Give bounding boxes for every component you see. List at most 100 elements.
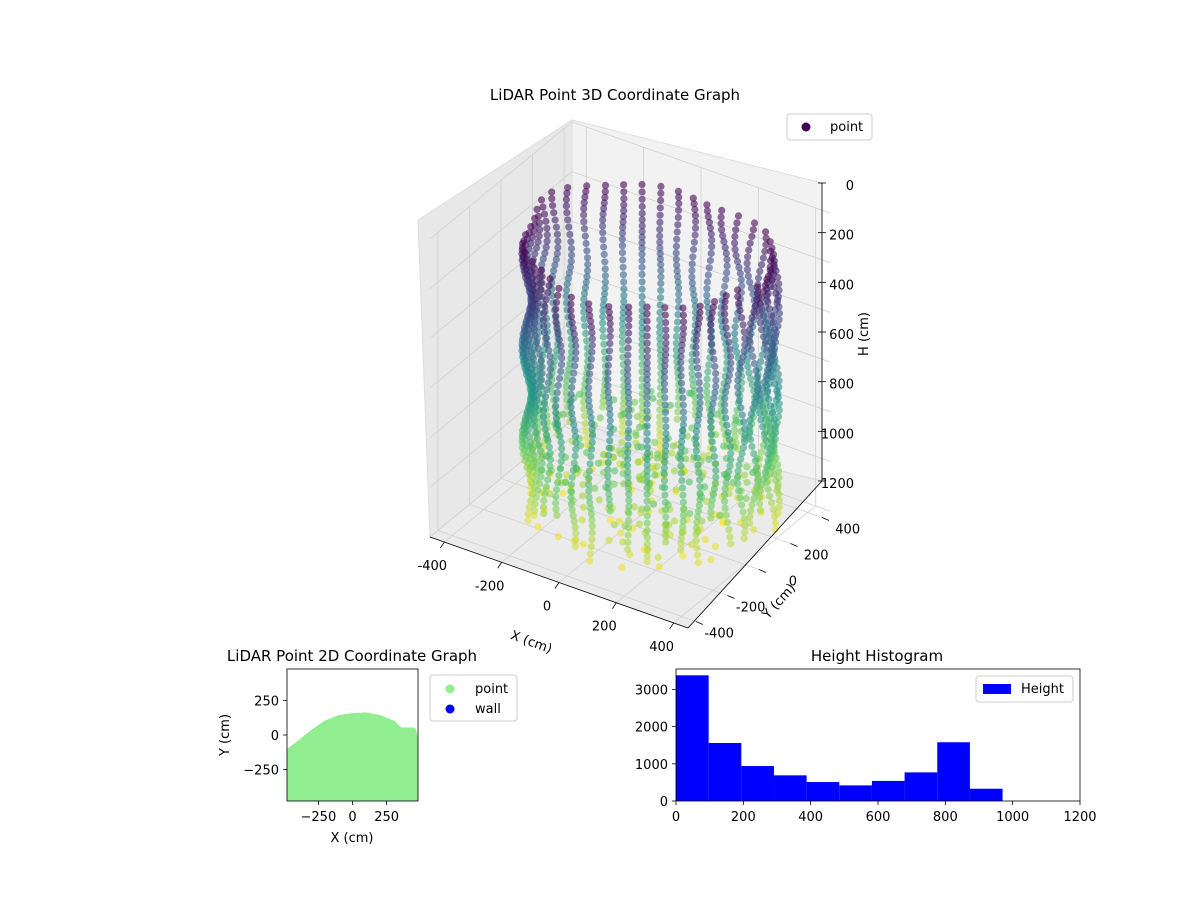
plot2d-legend: point wall (429, 674, 518, 722)
plot3d-point (638, 353, 646, 362)
plot3d-point (689, 194, 697, 202)
plot3d-point (586, 460, 594, 468)
plot3d-point (599, 222, 607, 230)
plot3d-point (752, 392, 760, 400)
plot3d-point (638, 293, 646, 301)
plot3d-point (620, 278, 628, 286)
plot3d-point (721, 304, 729, 312)
plot3d-point (618, 563, 626, 571)
plot3d-point (536, 383, 544, 391)
plot3d-point (643, 381, 651, 389)
plot3d-point (704, 368, 712, 376)
plot3d-point (662, 520, 670, 528)
plot3d-point (540, 309, 548, 317)
plot3d-point (638, 278, 646, 286)
plot3d-point (552, 395, 560, 404)
plot3d-point (674, 408, 682, 416)
plot2d-legend-marker-point (445, 684, 455, 694)
plot3d-point (580, 540, 588, 548)
plot3d-point (601, 290, 609, 298)
plot3d-point (605, 347, 614, 355)
plot3d-point (581, 232, 589, 240)
histogram-x-tick-label: 400 (798, 810, 823, 825)
plot3d-point (708, 341, 716, 349)
plot3d-point (677, 347, 686, 355)
plot3d-point (670, 467, 679, 475)
plot3d-point (532, 403, 540, 411)
plot3d-point (732, 416, 740, 425)
plot3d-point (563, 189, 571, 197)
plot3d-point (662, 351, 670, 359)
plot3d-point (611, 467, 619, 475)
plot3d-point (540, 509, 548, 518)
plot3d-point (761, 469, 770, 477)
plot3d-point (737, 359, 745, 367)
plot3d-point (538, 261, 546, 269)
plot3d-point (731, 232, 739, 241)
plot3d-point (599, 306, 607, 315)
plot3d-point (606, 430, 614, 438)
plot3d-point (736, 306, 744, 315)
plot3d-point (662, 345, 670, 353)
plot3d-point (582, 278, 590, 286)
plot3d-point (775, 503, 783, 511)
plot3d-point (554, 381, 562, 390)
plot3d-point (721, 297, 729, 306)
plot3d-point (656, 232, 664, 240)
plot3d-point (775, 496, 784, 505)
plot3d-point (677, 462, 685, 470)
plot3d-point (657, 261, 665, 269)
plot3d-point (600, 243, 608, 251)
plot3d-point (703, 291, 711, 299)
plot3d-point (657, 273, 665, 281)
plot3d-point (582, 329, 590, 337)
plot3d-point (527, 223, 535, 231)
plot3d-point (656, 437, 664, 445)
plot3d-point (680, 505, 688, 513)
plot3d-point (555, 472, 563, 480)
plot3d-point (678, 387, 686, 395)
plot3d-point (744, 253, 752, 261)
plot3d-point (539, 255, 547, 263)
plot3d-point (571, 355, 580, 363)
plot3d-point (739, 321, 747, 329)
plot3d-point (735, 397, 743, 405)
plot3d-point (679, 552, 687, 560)
plot3d-point (599, 312, 607, 321)
plot3d-point (625, 400, 633, 408)
plot3d-point (619, 346, 627, 354)
plot3d-point (638, 209, 646, 217)
plot2d-ylabel: Y (cm) (218, 714, 233, 757)
plot3d-point (673, 228, 681, 236)
plot3d-point (643, 467, 651, 475)
plot3d-point (656, 322, 664, 330)
plot3d-point (525, 336, 533, 344)
plot3d-point (599, 397, 607, 405)
plot3d-point (605, 354, 613, 362)
plot3d-point (692, 447, 701, 455)
plot3d-point (554, 532, 562, 541)
plot3d-point (751, 302, 760, 310)
plot3d-point (601, 278, 610, 286)
plot3d-point (552, 492, 560, 501)
plot3d-point (638, 233, 646, 241)
plot3d-point (619, 320, 627, 328)
plot3d-point (679, 401, 687, 409)
plot3d-point (556, 464, 564, 473)
plot3d-point (580, 289, 589, 297)
plot3d-point (656, 419, 664, 427)
plot3d-point (618, 332, 626, 340)
plot3d-point (748, 232, 756, 241)
plot3d-point (541, 393, 550, 401)
plot3d-point (563, 209, 571, 217)
plot3d-point (564, 216, 572, 224)
plot3d-point (740, 534, 748, 542)
plot3d-point (677, 469, 685, 477)
plot3d-point (552, 352, 560, 360)
plot3d-point (661, 491, 669, 499)
plot3d-point (643, 332, 651, 340)
plot3d-point (672, 486, 680, 494)
plot3d-point (672, 339, 680, 347)
plot3d-point (643, 519, 651, 527)
